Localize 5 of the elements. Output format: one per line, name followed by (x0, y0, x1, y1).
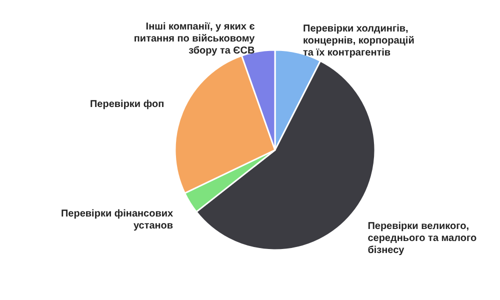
slice-label: Перевірки фінансових установ (60, 208, 174, 232)
slice-label: Інші компанії, у яких є питання по військовому збору та ЄСВ (134, 22, 256, 57)
slice-label: Перевірки фоп (90, 99, 164, 110)
slice-label: Перевірки великого, середнього та малого бізнесу (368, 221, 477, 256)
slice-label: Перевірки холдингів, концернів, корпорацій та їх контрагентів (303, 23, 414, 58)
